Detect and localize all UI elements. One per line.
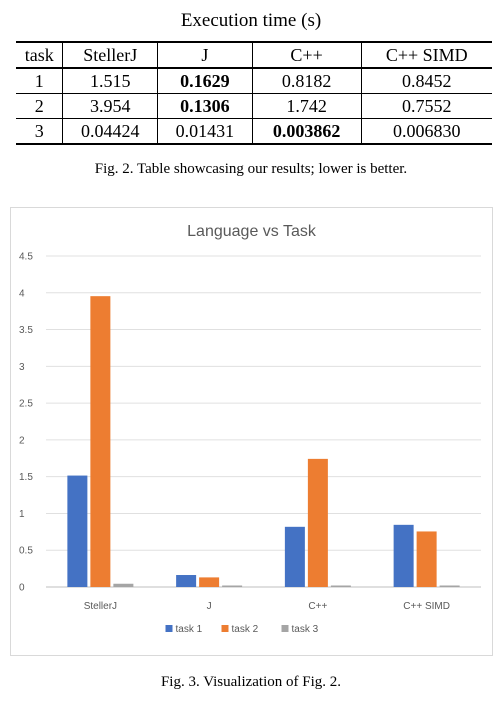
table-row: 3 0.04424 0.01431 0.003862 0.006830 (16, 118, 492, 144)
chart-title: Language vs Task (187, 223, 317, 240)
results-table: task StellerJ J C++ C++ SIMD 1 1.515 0.1… (16, 41, 492, 145)
y-tick-label: 0 (19, 583, 25, 594)
bar (439, 585, 460, 587)
table-cell: 0.006830 (360, 118, 492, 144)
table-cell: 0.003862 (251, 118, 362, 144)
x-tick-label: J (207, 601, 212, 612)
column-header-stellerj: StellerJ (62, 42, 158, 68)
table-row: 2 3.954 0.1306 1.742 0.7552 (16, 93, 492, 119)
bar (67, 475, 88, 587)
table-caption: Fig. 2. Table showcasing our results; lo… (94, 161, 408, 177)
x-tick-label: StellerJ (84, 601, 117, 612)
column-header-cpp: C++ (251, 42, 362, 68)
bar (393, 524, 414, 587)
table-cell: 2 (34, 96, 44, 116)
bar (416, 531, 437, 587)
bar-chart: Language vs Task 0 0.5 1 1.5 2 2.5 3 3.5 4 4.5 Stel… (19, 223, 481, 635)
y-tick-label: 3 (19, 362, 25, 373)
legend-swatch (281, 625, 289, 632)
bar (176, 575, 197, 587)
table-row: 1 1.515 0.1629 0.8182 0.8452 (16, 68, 492, 94)
legend-label: task 2 (232, 624, 259, 635)
y-tick-label: 4.5 (19, 252, 33, 263)
column-header-j: J (157, 42, 253, 68)
table-cell: 3.954 (62, 93, 158, 119)
table-cell: 0.1629 (157, 68, 253, 94)
table-cell: 0.8452 (360, 68, 492, 94)
legend-label: task 3 (292, 624, 319, 635)
bar (307, 458, 328, 587)
table-cell: 1.742 (251, 93, 362, 119)
table-cell: 0.8182 (251, 68, 362, 94)
table-cell: 1 (34, 71, 44, 91)
bar (113, 583, 134, 587)
y-tick-label: 4 (19, 288, 25, 299)
table-cell: 0.04424 (62, 118, 158, 144)
bar (90, 296, 111, 587)
y-tick-label: 3.5 (19, 325, 33, 336)
bar (199, 577, 220, 587)
x-tick-label: C++ SIMD (403, 601, 450, 612)
table-header-row: task StellerJ J C++ C++ SIMD (16, 42, 492, 68)
legend-label: task 1 (176, 624, 203, 635)
y-tick-label: 0.5 (19, 546, 33, 557)
bar (330, 585, 351, 587)
bar (222, 585, 243, 587)
x-tick-label: C++ (308, 601, 327, 612)
y-tick-label: 1.5 (19, 472, 33, 483)
y-tick-label: 2 (19, 435, 25, 446)
y-tick-label: 1 (19, 509, 25, 520)
legend-swatch (221, 625, 229, 632)
table-cell: 0.1306 (157, 93, 253, 119)
table-cell: 3 (34, 121, 44, 141)
table-title: Execution time (s) (180, 10, 322, 31)
chart-frame: Language vs Task 0 0.5 1 1.5 2 2.5 3 3.5 4 4.5 Stel… (10, 207, 493, 656)
bar (284, 526, 305, 587)
table-cell: 0.7552 (360, 93, 492, 119)
column-header-task: task (24, 45, 54, 65)
chart-caption: Fig. 3. Visualization of Fig. 2. (160, 674, 342, 690)
y-tick-label: 2.5 (19, 399, 33, 410)
column-header-cpp-simd: C++ SIMD (360, 42, 492, 68)
legend-swatch (165, 625, 173, 632)
table-cell: 1.515 (62, 68, 158, 94)
table-cell: 0.01431 (157, 118, 253, 144)
